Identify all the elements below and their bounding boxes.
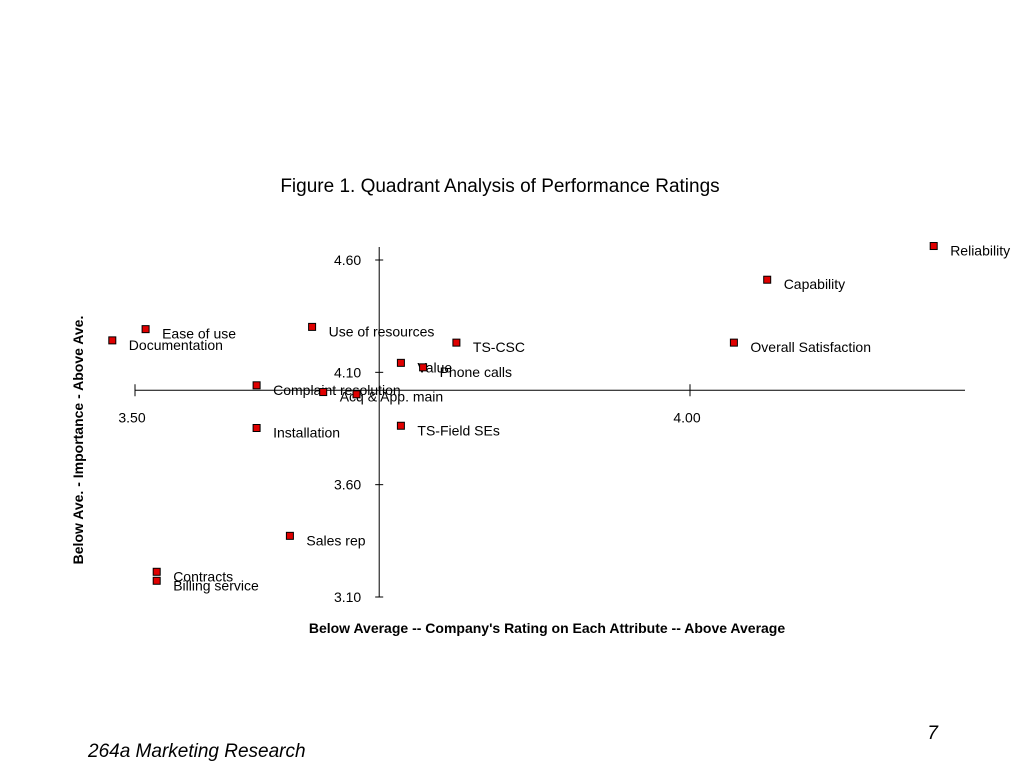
data-point-label: Overall Satisfaction	[750, 339, 871, 355]
y-tick-label: 4.60	[334, 252, 361, 268]
x-tick-label: 3.50	[118, 409, 145, 425]
data-point-label: Billing service	[173, 577, 259, 593]
y-tick-label: 4.10	[334, 364, 361, 380]
data-point-marker	[141, 325, 150, 334]
data-point-marker	[396, 358, 405, 367]
data-point-label: Phone calls	[440, 364, 512, 380]
data-point-label: Sales rep	[306, 532, 365, 548]
data-point-label: Acq & App. main	[340, 389, 444, 405]
data-point-marker	[252, 381, 261, 390]
data-point-marker	[452, 338, 461, 347]
axes	[135, 247, 965, 597]
y-axis-label: Below Ave. - Importance - Above Ave.	[70, 315, 86, 565]
data-point-marker	[396, 421, 405, 430]
data-point-marker	[352, 390, 361, 399]
page-number: 7	[927, 723, 938, 744]
data-point-marker	[152, 576, 161, 585]
data-point-label: TS-CSC	[473, 339, 525, 355]
footer-course-title: 264a Marketing Research	[88, 741, 306, 762]
data-points: Reliability Capability Overall Satisfactio…	[108, 242, 1010, 593]
chart-title: Figure 1. Quadrant Analysis of Performan…	[280, 176, 720, 197]
data-point-marker	[929, 242, 938, 251]
y-tick-label: 3.10	[334, 589, 361, 605]
data-point-marker	[308, 322, 317, 331]
data-point-marker	[252, 424, 261, 432]
data-point-marker	[108, 336, 117, 345]
data-point-marker	[729, 338, 738, 347]
data-point-label: Capability	[784, 276, 845, 292]
data-point-label: Ease of use	[162, 326, 236, 342]
data-point-marker	[763, 275, 772, 284]
data-point-label: Documentation	[129, 337, 223, 353]
data-point-label: Installation	[273, 425, 340, 441]
ticks: 3.50 4.00 4.60 4.10 3.60 3.10	[118, 252, 700, 605]
data-point-label: Complaint resolution	[273, 382, 401, 398]
data-point-label: Contracts	[173, 568, 233, 584]
data-point-marker	[419, 363, 428, 372]
data-point-marker	[152, 567, 161, 576]
data-point-label: Reliability	[950, 243, 1010, 259]
x-axis-label: Below Average -- Company's Rating on Eac…	[308, 620, 786, 636]
x-tick-label: 4.00	[673, 409, 700, 425]
data-point-label: Use of resources	[329, 323, 435, 339]
data-point-label: TS-Field SEs	[417, 422, 499, 438]
data-point-marker	[285, 531, 294, 540]
data-point-marker	[319, 388, 328, 397]
y-tick-label: 3.60	[334, 477, 361, 493]
